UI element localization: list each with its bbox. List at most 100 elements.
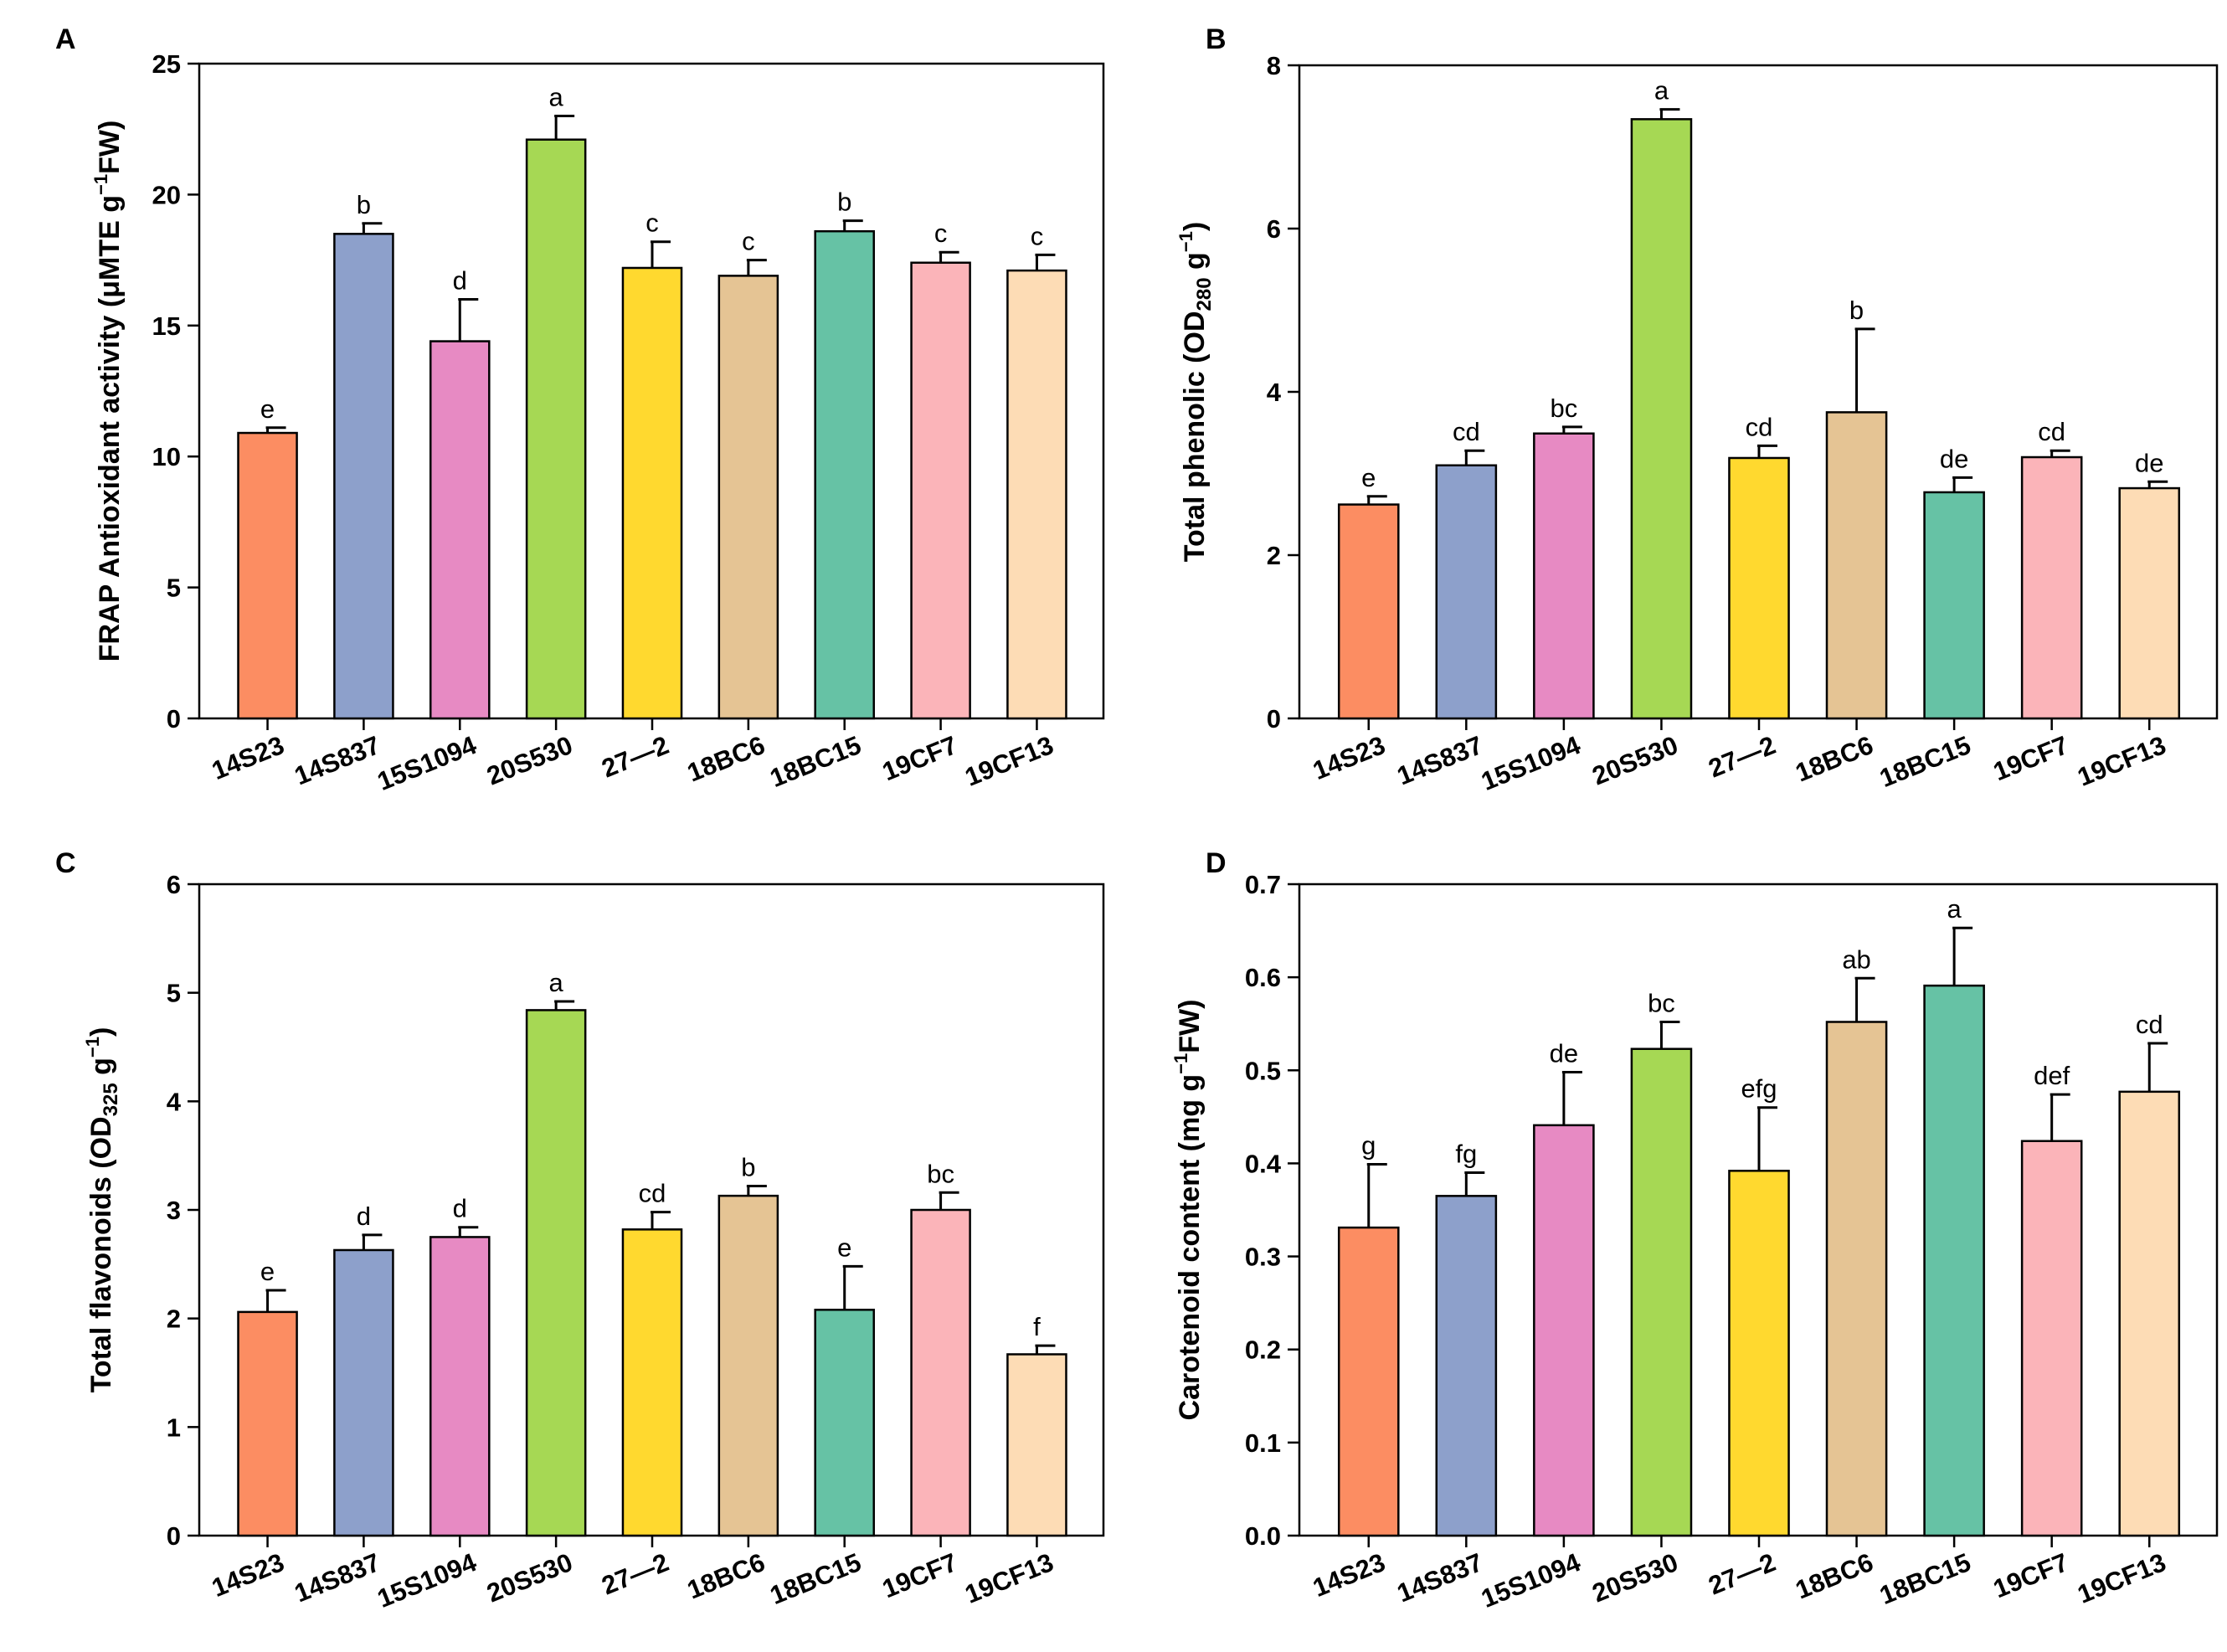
y-tick-label: 1 (167, 1413, 181, 1442)
significance-letter: b (837, 188, 851, 217)
significance-letter: de (1940, 444, 1968, 473)
bar (1337, 503, 1400, 720)
y-axis-title: Carotenoid content (mg g−1FW) (1170, 1000, 1206, 1421)
bar (429, 340, 491, 720)
significance-letter: e (837, 1233, 851, 1262)
significance-letter: c (934, 219, 948, 248)
category-label: 19CF7 (1989, 730, 2072, 786)
category-label: 15S1094 (373, 1547, 481, 1613)
category-label: 14S23 (208, 730, 288, 785)
bar (237, 1310, 298, 1537)
bar (910, 261, 971, 720)
y-axis-title: FRAP Antioxidant activity (μMTE g−1FW) (90, 121, 126, 662)
bar (2020, 1140, 2083, 1537)
category-label: 18BC15 (1875, 730, 1975, 793)
category-label: 15S1094 (1477, 730, 1585, 796)
category-label: 19CF7 (1989, 1547, 2072, 1603)
category-label: 19CF7 (878, 730, 961, 786)
y-axis-title: Total flavonoids (OD325 g−1) (82, 1027, 122, 1393)
significance-letter: cd (2038, 417, 2065, 446)
significance-letter: d (453, 266, 467, 296)
category-label: 18BC6 (683, 1547, 769, 1605)
bar (1006, 269, 1067, 720)
significance-letter: d (453, 1194, 467, 1223)
y-tick-label: 0.6 (1245, 963, 1281, 992)
significance-letter: ab (1842, 944, 1870, 974)
bar (814, 1309, 876, 1537)
category-label: 14S837 (291, 1547, 384, 1608)
category-label: 19CF13 (961, 1547, 1057, 1609)
y-tick-label: 0.4 (1245, 1149, 1282, 1178)
bar (1630, 1047, 1693, 1537)
significance-letter: f (1033, 1312, 1041, 1341)
significance-letter: c (645, 208, 659, 238)
category-label: 15S1094 (373, 730, 481, 796)
significance-letter: a (1947, 894, 1962, 924)
significance-letter: b (357, 190, 371, 219)
bar (621, 1228, 683, 1537)
significance-letter: efg (1741, 1074, 1777, 1104)
y-tick-label: 3 (167, 1196, 181, 1225)
significance-letter: bc (1551, 394, 1578, 423)
y-tick-label: 0 (1267, 704, 1281, 733)
bar (1006, 1353, 1067, 1537)
bar (621, 266, 683, 720)
bar (525, 1009, 587, 1537)
bar (1728, 456, 1790, 720)
bar (237, 431, 298, 720)
category-label: 19CF13 (2073, 730, 2169, 792)
panel-label-b: B (1206, 23, 1227, 55)
significance-letter: cd (1453, 417, 1480, 446)
significance-letter: c (1031, 221, 1044, 250)
chart-panel-c: 0 1 2 3 4 5 6 Total flavonoids (OD325 g−1) e 14S2… (82, 870, 1105, 1613)
y-tick-label: 20 (152, 180, 181, 209)
panel-label-c: C (55, 847, 76, 879)
y-tick-label: 0.2 (1245, 1335, 1281, 1365)
bar (1435, 464, 1498, 720)
significance-letter: e (1361, 463, 1376, 492)
category-label: 19CF13 (961, 730, 1057, 792)
significance-letter: c (742, 227, 755, 256)
category-label: 18BC15 (1875, 1547, 1975, 1610)
significance-letter: def (2034, 1061, 2070, 1090)
y-tick-label: 25 (152, 49, 181, 79)
category-label: 20S530 (1588, 730, 1682, 790)
y-tick-label: 15 (152, 311, 181, 341)
bar (1923, 984, 1985, 1537)
category-label: 19CF7 (878, 1547, 961, 1603)
chart-panel-d: 0.0 0.1 0.2 0.3 0.4 0.5 0.6 0.7 Carotenoid conte… (1170, 870, 2219, 1613)
y-axis-title: Total phenolic (OD280 g−1) (1175, 222, 1216, 562)
significance-letter: a (549, 968, 564, 997)
y-tick-label: 4 (167, 1087, 182, 1116)
significance-letter: bc (1648, 988, 1675, 1017)
y-tick-label: 2 (167, 1305, 181, 1334)
y-tick-label: 0.0 (1245, 1521, 1281, 1551)
significance-letter: d (357, 1202, 371, 1231)
category-label: 15S1094 (1477, 1547, 1585, 1613)
bar (333, 1248, 394, 1537)
bar (2118, 486, 2181, 720)
significance-letter: cd (1746, 412, 1773, 441)
bar (333, 233, 394, 720)
significance-letter: a (549, 83, 564, 112)
bar (1630, 118, 1693, 720)
bar (1533, 1124, 1595, 1537)
bar (2020, 455, 2083, 720)
bar (1435, 1195, 1498, 1537)
y-tick-label: 0.1 (1245, 1428, 1281, 1458)
significance-letter: cd (2136, 1010, 2163, 1039)
bar (1825, 1021, 1888, 1537)
category-label: 14S837 (1393, 730, 1487, 790)
category-label: 27—2 (598, 730, 673, 783)
significance-letter: b (1849, 296, 1864, 325)
category-label: 27—2 (1705, 730, 1780, 783)
significance-letter: e (260, 394, 275, 424)
y-tick-label: 2 (1267, 541, 1281, 570)
y-tick-label: 5 (167, 979, 181, 1008)
bar (429, 1236, 491, 1537)
category-label: 20S530 (483, 730, 577, 790)
y-tick-label: 0.3 (1245, 1243, 1281, 1272)
y-tick-label: 0 (167, 1521, 181, 1551)
bar (525, 138, 587, 720)
significance-letter: de (1550, 1039, 1578, 1068)
